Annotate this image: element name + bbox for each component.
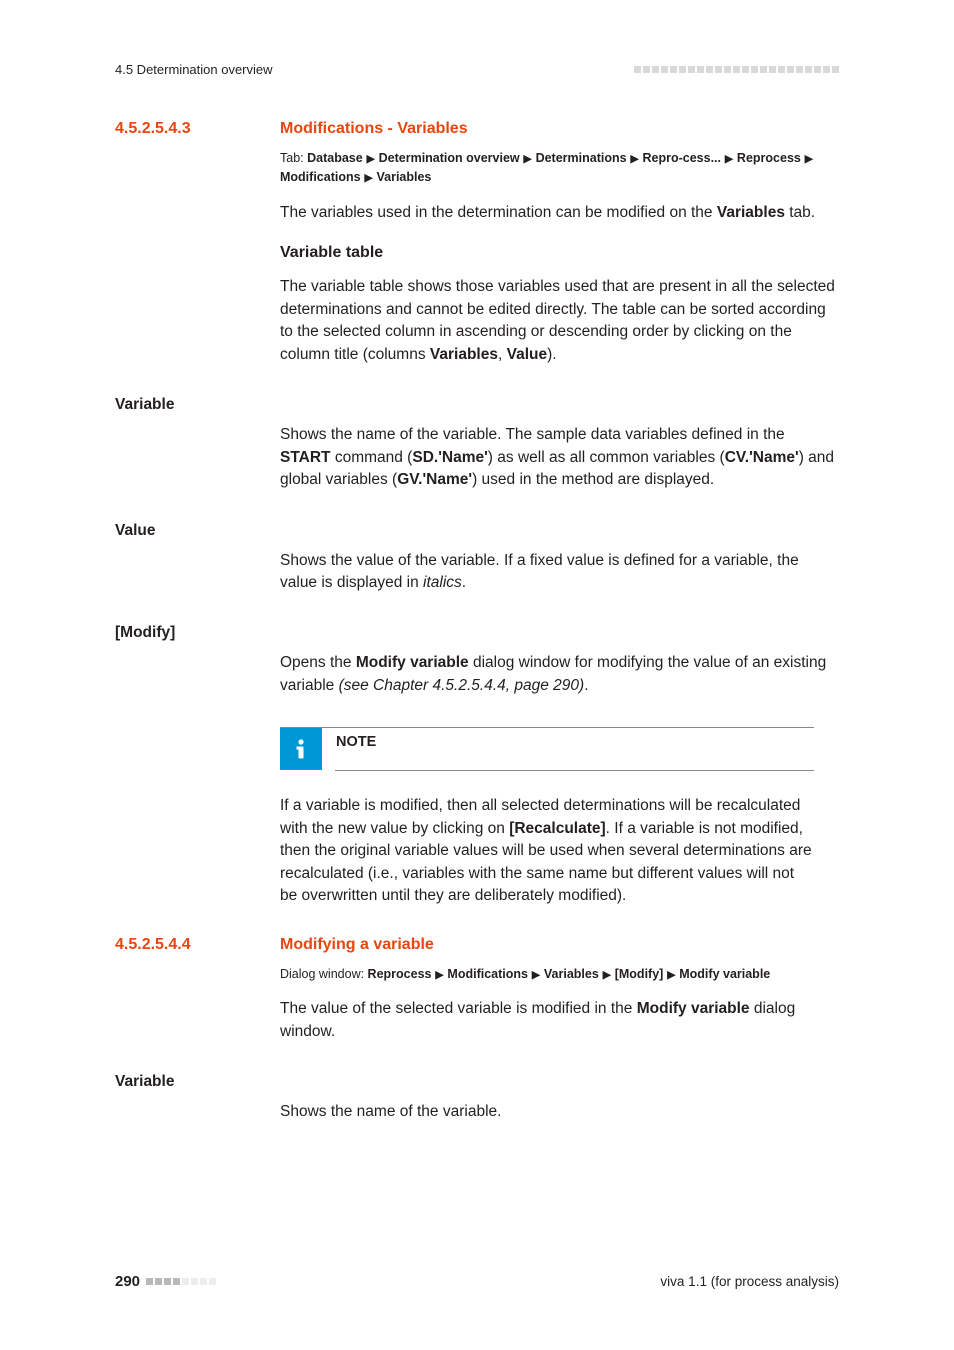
definition-description: Shows the name of the variable.	[280, 1101, 839, 1123]
breadcrumb-prefix: Dialog window:	[280, 967, 368, 981]
header-decoration	[634, 66, 839, 73]
breadcrumb-item: Determination overview	[379, 151, 520, 165]
note-title: NOTE	[336, 734, 376, 770]
definition-description: Shows the name of the variable. The samp…	[280, 424, 839, 491]
section-number: 4.5.2.5.4.4	[115, 936, 280, 954]
note-body: If a variable is modified, then all sele…	[280, 795, 814, 907]
footer-left: 290	[115, 1273, 216, 1290]
note-header: NOTE	[335, 728, 814, 771]
section-title: Modifying a variable	[280, 936, 434, 954]
breadcrumb-item: Reprocess	[368, 967, 432, 981]
page-header: 4.5 Determination overview	[115, 62, 839, 77]
paragraph: The variables used in the determination …	[280, 202, 839, 224]
arrow-icon: ▶	[528, 969, 544, 981]
definition-term: Variable	[115, 396, 839, 414]
info-icon	[280, 728, 322, 770]
arrow-icon: ▶	[721, 153, 737, 165]
subheading: Variable table	[280, 244, 839, 262]
definition-block: Variable Shows the name of the variable.	[115, 1073, 839, 1123]
section-title: Modifications - Variables	[280, 120, 468, 138]
footer-product: viva 1.1 (for process analysis)	[660, 1274, 839, 1289]
breadcrumb-item: Variables	[544, 967, 599, 981]
page-footer: 290 viva 1.1 (for process analysis)	[115, 1273, 839, 1290]
breadcrumb-item: Variables	[376, 170, 431, 184]
arrow-icon: ▶	[361, 172, 377, 184]
breadcrumb-item: Modifications	[447, 967, 528, 981]
page-number: 290	[115, 1273, 140, 1290]
breadcrumb-item: Database	[307, 151, 363, 165]
breadcrumb-item: Modify variable	[679, 967, 770, 981]
definition-term: Variable	[115, 1073, 839, 1091]
arrow-icon: ▶	[627, 153, 643, 165]
arrow-icon: ▶	[363, 153, 379, 165]
breadcrumb-item: Determinations	[536, 151, 627, 165]
breadcrumb: Dialog window: Reprocess ▶ Modifications…	[280, 965, 839, 984]
footer-decoration	[146, 1278, 216, 1285]
arrow-icon: ▶	[431, 969, 447, 981]
definition-block: Value Shows the value of the variable. I…	[115, 522, 839, 595]
header-section-title: 4.5 Determination overview	[115, 62, 273, 77]
breadcrumb: Tab: Database ▶ Determination overview ▶…	[280, 149, 839, 188]
note-box: NOTE If a variable is modified, then all…	[280, 727, 814, 907]
definition-block: [Modify] Opens the Modify variable dialo…	[115, 624, 839, 697]
section-heading: 4.5.2.5.4.4 Modifying a variable	[115, 936, 839, 954]
section-heading: 4.5.2.5.4.3 Modifications - Variables	[115, 120, 839, 138]
definition-description: Shows the value of the variable. If a fi…	[280, 550, 839, 595]
breadcrumb-item: Repro-cess...	[642, 151, 721, 165]
arrow-icon: ▶	[520, 153, 536, 165]
paragraph: The variable table shows those variables…	[280, 276, 839, 366]
breadcrumb-item: [Modify]	[615, 967, 664, 981]
page-content: 4.5.2.5.4.3 Modifications - Variables Ta…	[115, 120, 839, 1124]
arrow-icon: ▶	[801, 153, 814, 165]
breadcrumb-prefix: Tab:	[280, 151, 307, 165]
section-number: 4.5.2.5.4.3	[115, 120, 280, 138]
arrow-icon: ▶	[599, 969, 615, 981]
definition-description: Opens the Modify variable dialog window …	[280, 652, 839, 697]
breadcrumb-item: Modifications	[280, 170, 361, 184]
arrow-icon: ▶	[663, 969, 679, 981]
breadcrumb-item: Reprocess	[737, 151, 801, 165]
paragraph: The value of the selected variable is mo…	[280, 998, 839, 1043]
definition-block: Variable Shows the name of the variable.…	[115, 396, 839, 491]
definition-term: [Modify]	[115, 624, 839, 642]
definition-term: Value	[115, 522, 839, 540]
